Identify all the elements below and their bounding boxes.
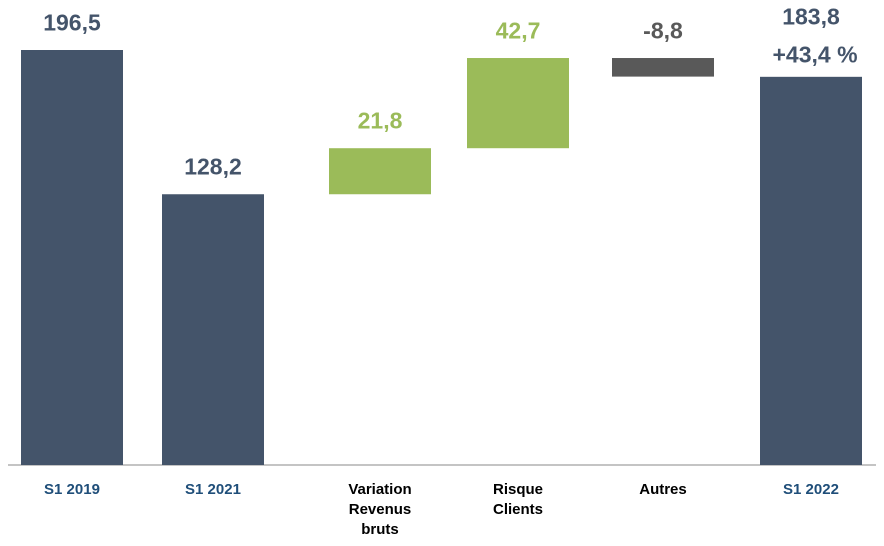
value-label: 128,2 bbox=[184, 153, 242, 180]
x-tick-label: Variation Revenus bruts bbox=[348, 481, 412, 538]
annotation: +43,4 % bbox=[772, 41, 858, 68]
x-tick-label: Autres bbox=[639, 481, 687, 498]
x-tick-label: S1 2019 bbox=[44, 481, 100, 498]
bar bbox=[760, 76, 862, 465]
x-tick-label: S1 2022 bbox=[783, 481, 839, 498]
value-label: 21,8 bbox=[357, 107, 403, 134]
bar bbox=[612, 58, 714, 77]
bar bbox=[162, 194, 264, 465]
bar bbox=[467, 58, 569, 149]
value-label: -8,8 bbox=[643, 17, 683, 44]
value-label: 196,5 bbox=[43, 9, 101, 36]
bar bbox=[21, 50, 123, 465]
value-label: 183,8 bbox=[782, 3, 840, 30]
bar bbox=[329, 148, 431, 195]
x-tick-label: S1 2021 bbox=[185, 481, 241, 498]
x-tick-label: Risque Clients bbox=[492, 481, 543, 518]
value-label: 42,7 bbox=[495, 17, 541, 44]
